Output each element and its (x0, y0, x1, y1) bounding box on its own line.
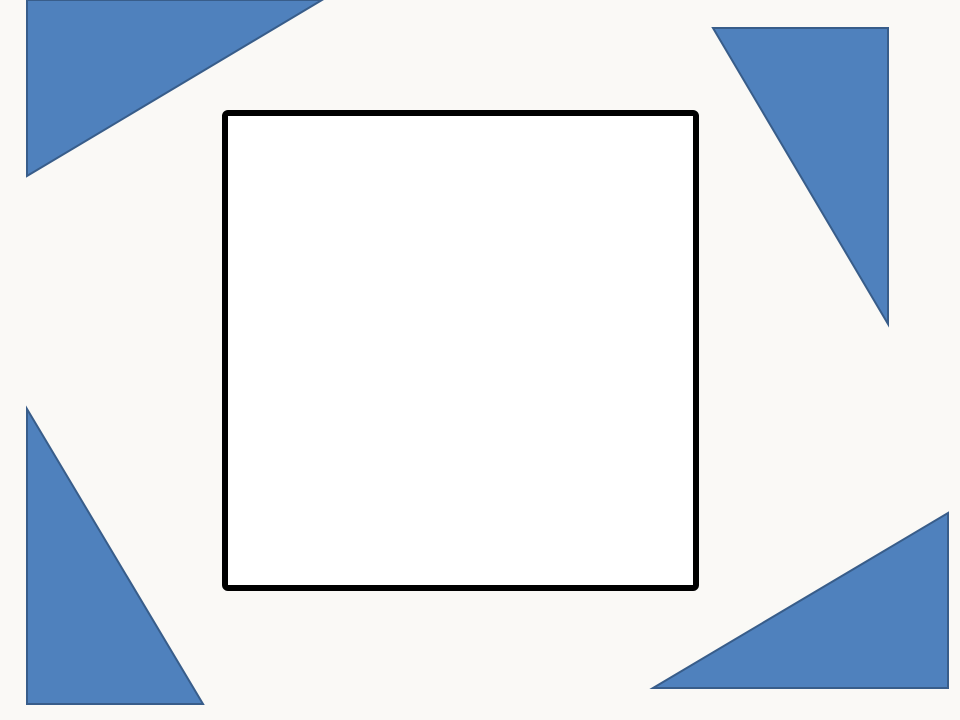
triangle-top-left (26, 0, 324, 178)
center-square (222, 110, 699, 591)
triangle-bottom-left (26, 405, 205, 705)
triangle-bottom-right (649, 511, 949, 689)
triangle-top-right (711, 27, 889, 328)
